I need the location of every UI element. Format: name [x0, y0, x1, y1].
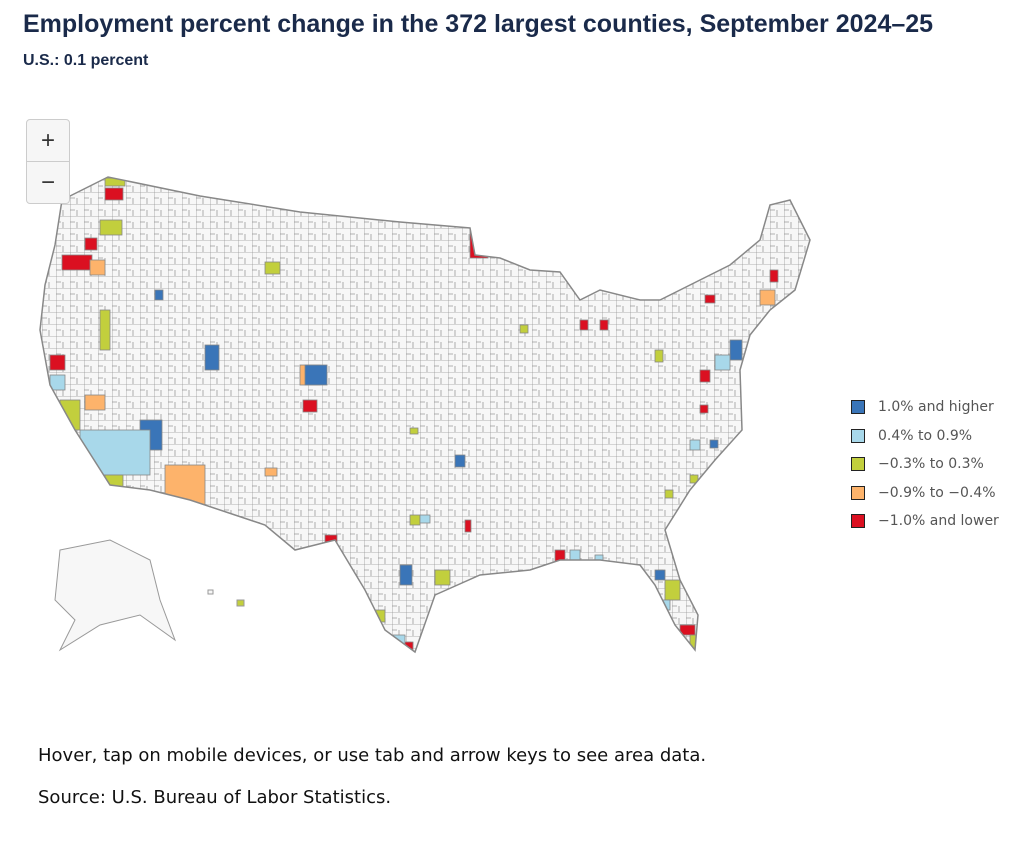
legend-item: −0.3% to 0.3%: [851, 450, 999, 479]
county[interactable]: [689, 474, 699, 484]
hover-instruction: Hover, tap on mobile devices, or use tab…: [38, 745, 707, 766]
county[interactable]: [599, 319, 609, 331]
legend-label: −0.3% to 0.3%: [878, 456, 984, 473]
county[interactable]: [61, 254, 93, 271]
county[interactable]: [454, 454, 466, 468]
county[interactable]: [704, 294, 716, 304]
hawaii: [207, 589, 245, 607]
legend-item: −1.0% and lower: [851, 507, 999, 536]
county[interactable]: [89, 259, 106, 276]
alaska: [54, 539, 177, 652]
county[interactable]: [519, 324, 529, 334]
county[interactable]: [59, 399, 81, 431]
county[interactable]: [569, 549, 581, 561]
county[interactable]: [699, 404, 709, 414]
county[interactable]: [409, 514, 421, 526]
county[interactable]: [154, 289, 164, 301]
county[interactable]: [79, 429, 151, 476]
county[interactable]: [709, 439, 719, 449]
county[interactable]: [654, 569, 666, 581]
county[interactable]: [464, 519, 472, 533]
zoom-in-button[interactable]: +: [40, 126, 55, 154]
legend-swatch: [851, 428, 865, 443]
county[interactable]: [664, 489, 674, 499]
legend-swatch: [851, 485, 865, 500]
legend-item: 0.4% to 0.9%: [851, 422, 999, 451]
county[interactable]: [99, 309, 111, 351]
county[interactable]: [99, 219, 123, 236]
county[interactable]: [409, 427, 419, 435]
legend-swatch: [851, 400, 865, 415]
county[interactable]: [304, 364, 328, 386]
county[interactable]: [49, 354, 66, 371]
legend-item: 1.0% and higher: [851, 393, 999, 422]
county[interactable]: [679, 624, 696, 636]
county[interactable]: [399, 564, 413, 586]
zoom-out-button[interactable]: −: [27, 161, 69, 203]
county[interactable]: [689, 439, 701, 451]
legend: 1.0% and higher 0.4% to 0.9% −0.3% to 0.3%…: [851, 393, 999, 536]
legend-label: 0.4% to 0.9%: [878, 427, 973, 444]
source-note: Source: U.S. Bureau of Labor Statistics.: [38, 787, 392, 808]
county[interactable]: [84, 394, 106, 411]
county[interactable]: [714, 354, 731, 371]
chart-title: Employment percent change in the 372 lar…: [23, 10, 934, 38]
county[interactable]: [579, 319, 589, 331]
county[interactable]: [84, 237, 98, 251]
legend-label: −0.9% to −0.4%: [878, 484, 996, 501]
zoom-control: + −: [26, 119, 70, 204]
county-map[interactable]: [0, 0, 1031, 700]
us-total: U.S.: 0.1 percent: [23, 52, 149, 69]
county[interactable]: [699, 369, 711, 383]
legend-label: −1.0% and lower: [878, 513, 999, 530]
county[interactable]: [204, 344, 220, 371]
county[interactable]: [264, 467, 278, 477]
county[interactable]: [264, 261, 281, 275]
county[interactable]: [729, 339, 743, 361]
county[interactable]: [769, 269, 779, 283]
legend-label: 1.0% and higher: [878, 399, 994, 416]
county[interactable]: [104, 187, 124, 201]
county[interactable]: [654, 349, 664, 363]
county[interactable]: [302, 399, 318, 413]
legend-swatch: [851, 514, 865, 529]
county[interactable]: [664, 579, 681, 601]
legend-swatch: [851, 457, 865, 472]
county[interactable]: [419, 514, 431, 524]
county[interactable]: [759, 289, 776, 306]
county[interactable]: [434, 569, 451, 586]
legend-item: −0.9% to −0.4%: [851, 479, 999, 508]
